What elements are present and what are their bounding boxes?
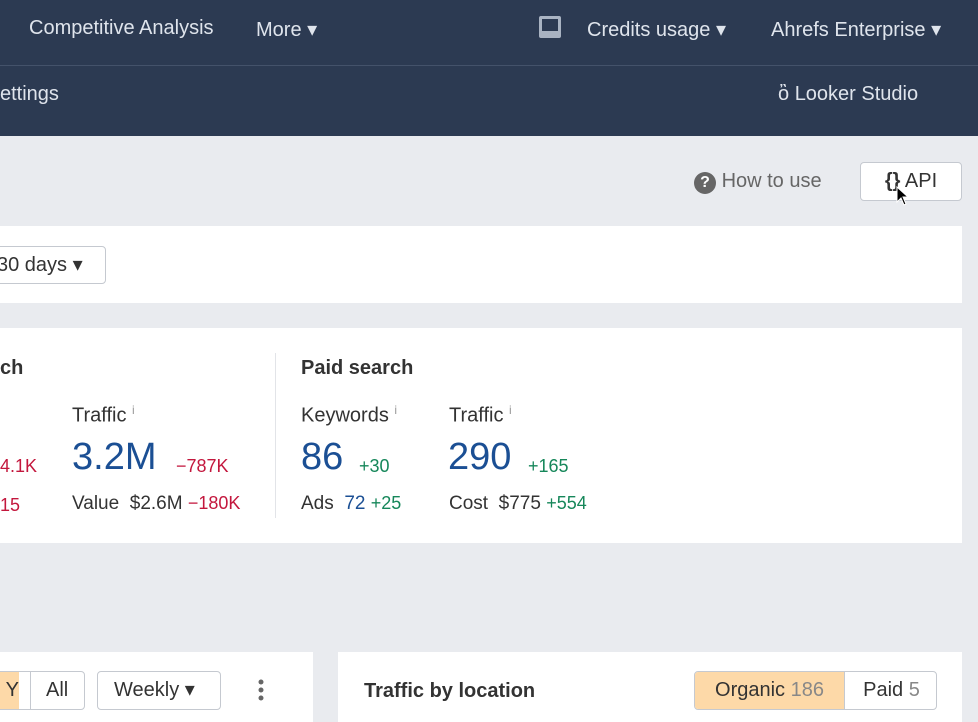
text: 186: [790, 679, 824, 701]
text: Value: [72, 493, 120, 514]
text: +25: [370, 493, 402, 513]
nav-label: Ahrefs Enterprise: [771, 19, 926, 41]
tab[interactable]: Paid 5: [844, 672, 936, 709]
range-option[interactable]: All: [30, 672, 68, 709]
nav-label: Credits usage: [587, 19, 711, 41]
api-label: API: [904, 170, 938, 192]
text: Paid: [863, 679, 904, 701]
header: › Competitive Analysis More ▾ Credits us…: [0, 0, 978, 136]
chart-panel: Y All Weekly ▾: [0, 652, 313, 722]
text: Traffic: [449, 404, 504, 427]
metric-value[interactable]: 86: [301, 436, 344, 478]
panel-title: Traffic by location: [364, 680, 536, 702]
subnav-label: Looker Studio: [794, 83, 919, 105]
delta: −787K: [176, 456, 229, 476]
text: Keywords: [301, 404, 389, 427]
sub-metric: Value $2.6M −180K: [72, 493, 240, 515]
source-toggle[interactable]: Organic 186 Paid 5: [694, 671, 937, 710]
section-heading: ch: [0, 357, 24, 379]
nav-item[interactable]: Ahrefs Enterprise ▾: [771, 19, 942, 41]
metrics-card: ch 4.1K 15 Traffic i 3.2M −787K Value $2…: [0, 328, 962, 543]
text: $2.6M: [129, 493, 183, 514]
api-button[interactable]: {} API: [860, 162, 962, 201]
text: Traffic: [72, 404, 127, 427]
interval-dropdown[interactable]: Weekly ▾: [97, 671, 221, 710]
delta: 4.1K: [0, 456, 38, 476]
location-panel: Traffic by location Organic 186 Paid 5: [338, 652, 962, 722]
metric-value[interactable]: 3.2M: [72, 436, 157, 478]
subnav-item[interactable]: ettings: [0, 83, 59, 105]
text: i: [509, 403, 512, 417]
period-label: 30 days: [0, 254, 68, 276]
range-option[interactable]: Y: [0, 672, 19, 709]
help-link[interactable]: ? How to use: [694, 170, 822, 194]
text: Ads: [301, 493, 334, 514]
nav-label: More: [256, 19, 302, 41]
period-dropdown[interactable]: 30 days ▾: [0, 246, 106, 284]
section-heading: Paid search: [301, 357, 414, 379]
metric-value[interactable]: 290: [448, 436, 512, 478]
sub-metric: Cost $775 +554: [449, 493, 587, 515]
interval-label: Weekly: [114, 679, 180, 701]
filter-bar: 30 days ▾: [0, 226, 962, 303]
tab[interactable]: Organic 186: [695, 672, 844, 709]
menu-icon[interactable]: [256, 679, 266, 703]
text: i: [394, 403, 398, 417]
metric-label: Traffic i: [449, 403, 512, 428]
cursor: [896, 186, 910, 206]
text: $775: [498, 493, 541, 514]
delta: +165: [528, 456, 569, 476]
text: 72: [344, 493, 366, 514]
subnav-item[interactable]: ὂ Looker Studio: [778, 83, 919, 105]
text: +554: [546, 493, 587, 513]
nav-item[interactable]: More ▾: [256, 19, 318, 41]
help-label: How to use: [721, 170, 822, 192]
text: 5: [908, 679, 920, 701]
text: −180K: [187, 493, 241, 513]
text: i: [132, 403, 135, 417]
delta: +30: [359, 456, 390, 476]
metric-label: Traffic i: [72, 403, 135, 428]
inbox-icon[interactable]: [538, 15, 562, 39]
nav-item[interactable]: Credits usage ▾: [587, 19, 727, 41]
metric-label: Keywords i: [301, 403, 397, 428]
nav-item[interactable]: Competitive Analysis: [29, 17, 214, 39]
text: Organic: [715, 679, 786, 701]
delta: 15: [0, 495, 21, 515]
text: Cost: [449, 493, 489, 514]
sub-metric: Ads 72 +25: [301, 493, 401, 515]
range-toggle[interactable]: Y All: [0, 671, 85, 710]
